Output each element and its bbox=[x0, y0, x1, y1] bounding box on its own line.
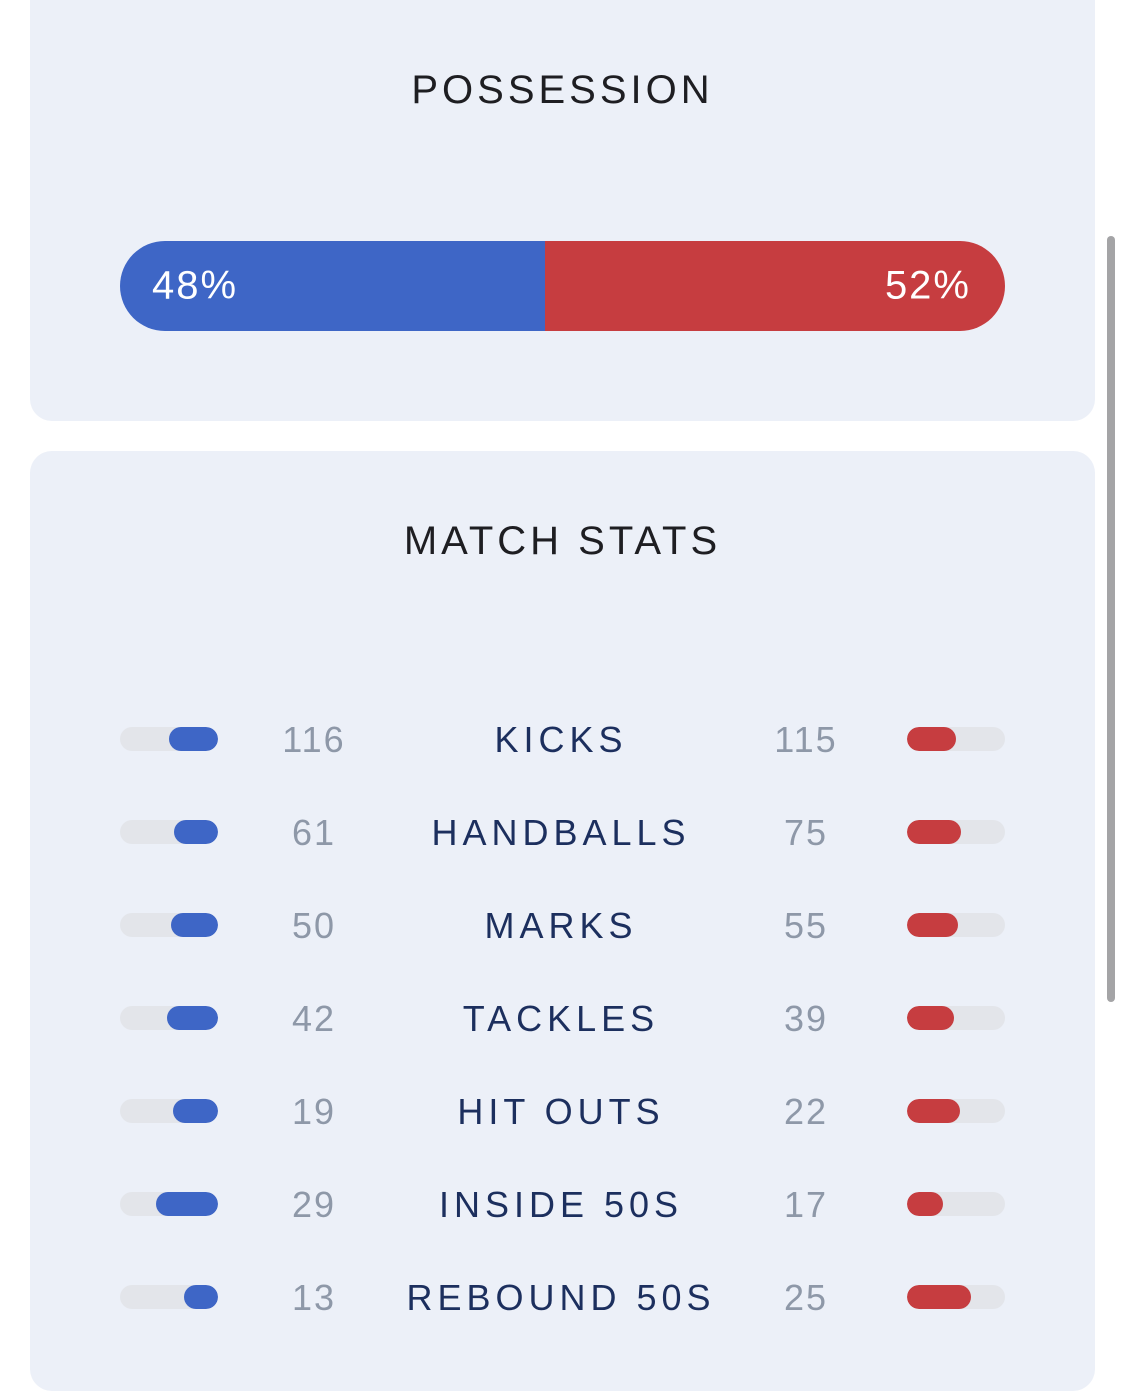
home-stat-bar bbox=[120, 1285, 218, 1309]
stat-row: 13 REBOUND 50S 25 bbox=[30, 1267, 1095, 1327]
home-stat-value: 29 bbox=[291, 1184, 337, 1225]
away-stat-value: 25 bbox=[783, 1277, 829, 1318]
home-stat-bar-fill bbox=[184, 1285, 218, 1309]
home-stat-bar bbox=[120, 727, 218, 751]
possession-home-label: 48% bbox=[152, 263, 239, 308]
away-stat-bar-fill bbox=[907, 913, 959, 937]
home-stat-value: 19 bbox=[291, 1091, 337, 1132]
away-stat-bar-fill bbox=[907, 1285, 972, 1309]
home-stat-bar-fill bbox=[171, 913, 218, 937]
possession-home-segment: 48% bbox=[120, 241, 545, 331]
possession-away-label: 52% bbox=[884, 263, 971, 308]
away-stat-bar-fill bbox=[907, 1192, 944, 1216]
possession-bar: 48% 52% bbox=[120, 241, 1005, 331]
home-stat-bar-fill bbox=[174, 820, 218, 844]
possession-title: POSSESSION bbox=[411, 68, 714, 112]
stat-row: 42 TACKLES 39 bbox=[30, 988, 1095, 1048]
stat-label: MARKS bbox=[484, 905, 638, 946]
away-stat-value: 55 bbox=[783, 905, 829, 946]
home-stat-value: 116 bbox=[282, 719, 346, 760]
away-stat-value: 22 bbox=[783, 1091, 829, 1132]
home-stat-value: 50 bbox=[291, 905, 337, 946]
home-stat-value: 13 bbox=[291, 1277, 337, 1318]
home-stat-bar bbox=[120, 913, 218, 937]
home-stat-bar-fill bbox=[167, 1006, 218, 1030]
away-stat-value: 17 bbox=[783, 1184, 829, 1225]
away-stat-bar-fill bbox=[907, 820, 962, 844]
away-stat-value: 115 bbox=[774, 719, 838, 760]
away-stat-bar bbox=[907, 1285, 1005, 1309]
stat-row: 50 MARKS 55 bbox=[30, 895, 1095, 955]
away-stat-bar bbox=[907, 913, 1005, 937]
possession-away-segment: 52% bbox=[544, 241, 1005, 331]
stat-label: REBOUND 50S bbox=[406, 1277, 716, 1318]
stat-row: 19 HIT OUTS 22 bbox=[30, 1081, 1095, 1141]
home-stat-bar bbox=[120, 1099, 218, 1123]
away-stat-value: 75 bbox=[783, 812, 829, 853]
match-stats-card: MATCH STATS 116 KICKS 115 61 HANDBALLS 75 50 MA… bbox=[30, 451, 1095, 1391]
away-stat-bar bbox=[907, 820, 1005, 844]
stat-label: TACKLES bbox=[462, 998, 660, 1039]
home-stat-bar bbox=[120, 1192, 218, 1216]
away-stat-bar bbox=[907, 1099, 1005, 1123]
stat-row: 116 KICKS 115 bbox=[30, 709, 1095, 769]
away-stat-value: 39 bbox=[783, 998, 829, 1039]
stat-row: 29 INSIDE 50S 17 bbox=[30, 1174, 1095, 1234]
home-stat-bar bbox=[120, 1006, 218, 1030]
stat-label: HANDBALLS bbox=[431, 812, 691, 853]
stat-label: INSIDE 50S bbox=[438, 1184, 684, 1225]
away-stat-bar bbox=[907, 1192, 1005, 1216]
away-stat-bar-fill bbox=[907, 1006, 955, 1030]
stat-row: 61 HANDBALLS 75 bbox=[30, 802, 1095, 862]
away-stat-bar bbox=[907, 1006, 1005, 1030]
away-stat-bar-fill bbox=[907, 1099, 960, 1123]
possession-card: POSSESSION 48% 52% bbox=[30, 0, 1095, 421]
stat-label: KICKS bbox=[494, 719, 628, 760]
home-stat-bar bbox=[120, 820, 218, 844]
scrollbar[interactable] bbox=[1107, 236, 1115, 1002]
away-stat-bar bbox=[907, 727, 1005, 751]
home-stat-value: 61 bbox=[291, 812, 337, 853]
match-stats-title: MATCH STATS bbox=[403, 519, 722, 563]
away-stat-bar-fill bbox=[907, 727, 956, 751]
home-stat-bar-fill bbox=[172, 1099, 218, 1123]
home-stat-bar-fill bbox=[156, 1192, 218, 1216]
home-stat-bar-fill bbox=[168, 727, 218, 751]
home-stat-value: 42 bbox=[291, 998, 337, 1039]
stat-label: HIT OUTS bbox=[457, 1091, 665, 1132]
